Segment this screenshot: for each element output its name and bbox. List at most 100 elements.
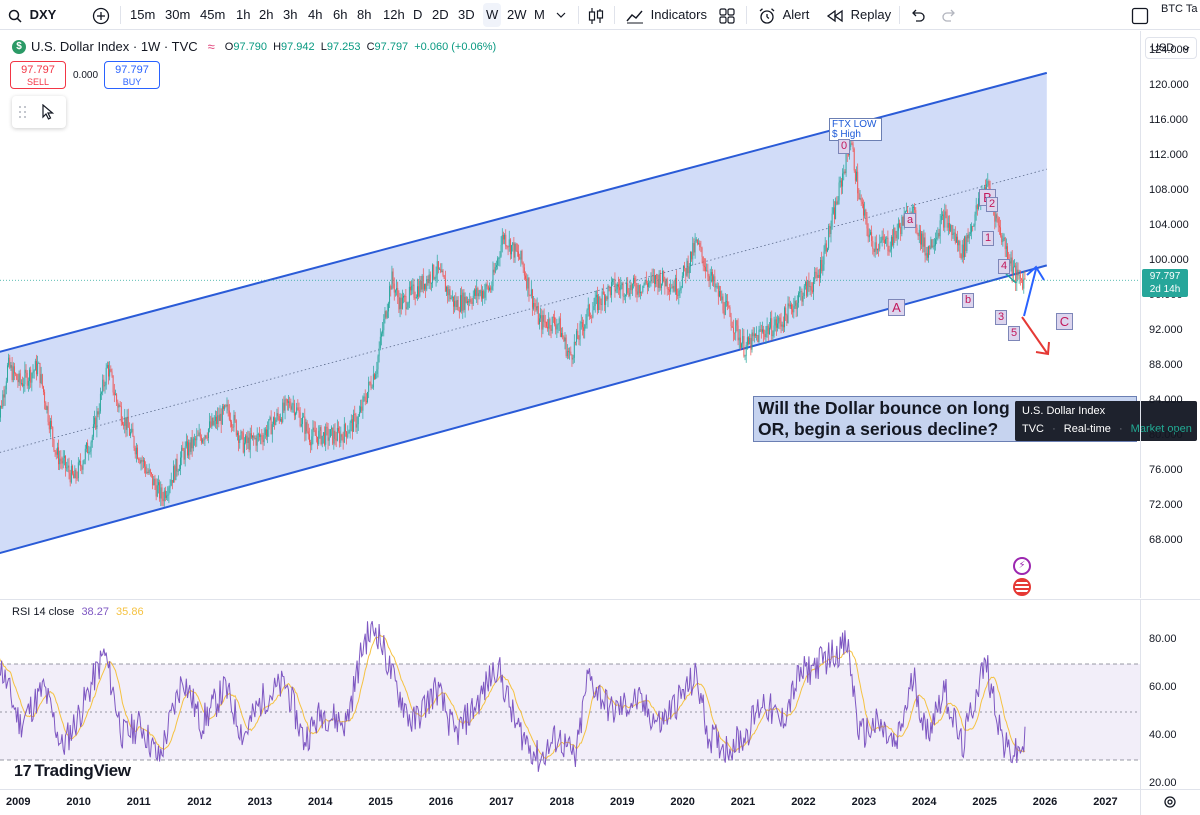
events-lightning-icon[interactable]: ⚡ [1013, 557, 1031, 575]
candle-body [971, 226, 972, 233]
candle-body [413, 284, 415, 298]
axis-settings-corner[interactable] [1140, 789, 1200, 815]
candle-body [614, 279, 616, 292]
symbol-search-button[interactable]: DXY [8, 0, 56, 30]
interval-15m[interactable]: 15m [130, 7, 156, 22]
candle-body [842, 173, 844, 187]
price-pane[interactable]: $ U.S. Dollar Index · 1W · TVC ≈ O97.790… [0, 31, 1140, 598]
candle-body [293, 403, 295, 416]
wave-label-0[interactable]: 0 [838, 139, 851, 154]
candle-body [1022, 279, 1024, 289]
wave-label-3[interactable]: 3 [995, 310, 1008, 325]
interval-8h[interactable]: 8h [357, 7, 372, 22]
sell-button[interactable]: 97.797 SELL [10, 61, 66, 89]
interval-d[interactable]: D [413, 7, 423, 22]
interval-dropdown-toggle[interactable] [556, 0, 566, 30]
time-tick-label: 2012 [187, 796, 212, 808]
currency-selector[interactable]: USD [1145, 37, 1197, 59]
interval-4h[interactable]: 4h [308, 7, 323, 22]
rsi-ma-value: 35.86 [116, 606, 144, 618]
compare-symbol-button[interactable] [92, 0, 110, 30]
ftx-low-label[interactable]: FTX LOW $ High [829, 118, 882, 141]
candle-body [608, 286, 610, 288]
drag-handle-icon[interactable] [18, 105, 28, 119]
floating-cursor-toolbar[interactable] [12, 96, 66, 128]
candle-body [22, 383, 24, 387]
candle-body [901, 216, 903, 234]
wave-label-A[interactable]: A [888, 299, 905, 316]
interval-2h[interactable]: 2h [259, 7, 274, 22]
candle-body [68, 465, 70, 474]
interval-3d[interactable]: 3D [458, 7, 475, 22]
interval-30m[interactable]: 30m [165, 7, 191, 22]
candle-body [598, 296, 600, 311]
interval-6h[interactable]: 6h [333, 7, 348, 22]
time-axis[interactable]: 2009 2010 2011 2012 2013 2014 2015 2016 2017 2018… [0, 789, 1140, 815]
candle-body [426, 279, 428, 290]
candle-body [281, 418, 283, 422]
interval-2w[interactable]: 2W [507, 7, 527, 22]
wave-label-a[interactable]: a [904, 213, 917, 228]
series-legend[interactable]: $ U.S. Dollar Index · 1W · TVC ≈ O97.790… [12, 39, 496, 54]
alert-button[interactable]: Alert [758, 0, 809, 30]
candle-body [299, 412, 301, 427]
channel-lower-line[interactable] [0, 264, 1048, 555]
wave-label-5[interactable]: 5 [1008, 326, 1021, 341]
rsi-scale[interactable]: 80.00 60.00 40.00 20.00 [1140, 599, 1200, 789]
toolbar-divider [120, 6, 121, 24]
undo-button[interactable] [910, 0, 926, 30]
candle-body [709, 275, 711, 281]
interval-3h[interactable]: 3h [283, 7, 298, 22]
us-flag-icon[interactable] [1013, 578, 1031, 596]
chart-type-button[interactable] [588, 0, 604, 30]
candle-body [679, 289, 681, 291]
legend-visibility-icon[interactable]: ≈ [207, 39, 215, 54]
candle-body [425, 283, 427, 290]
price-tick-label: 108.000 [1149, 184, 1189, 196]
replay-button[interactable]: Replay [826, 0, 891, 30]
watchlist-checkbox[interactable] [1131, 0, 1149, 30]
layouts-button[interactable] [719, 0, 735, 30]
interval-m[interactable]: M [534, 7, 545, 22]
dollar-logo-icon: $ [12, 39, 26, 54]
tooltip-details: TVC · Real-time · Market open [1022, 423, 1192, 435]
wave-label-C[interactable]: C [1056, 313, 1073, 330]
rsi-legend[interactable]: RSI 14 close 38.27 35.86 [12, 606, 144, 618]
interval-12h[interactable]: 12h [383, 7, 405, 22]
candle-body [964, 236, 966, 258]
candle-body [767, 325, 769, 334]
candle-body [723, 310, 725, 315]
candle-body [242, 432, 244, 453]
time-tick-label: 2009 [6, 796, 31, 808]
interval-1h[interactable]: 1h [236, 7, 251, 22]
interval-2d[interactable]: 2D [432, 7, 449, 22]
candle-body [550, 329, 552, 331]
cursor-arrow-icon[interactable] [41, 104, 55, 120]
redo-button[interactable] [941, 0, 957, 30]
indicators-button[interactable]: Indicators [626, 0, 707, 30]
candle-body [659, 274, 661, 289]
wave-label-1[interactable]: 1 [982, 231, 995, 246]
candle-body [420, 280, 422, 290]
candle-body [648, 282, 650, 288]
candle-body [728, 305, 730, 308]
candle-body [328, 437, 330, 441]
candle-body [892, 236, 893, 246]
wave-label-2[interactable]: 2 [986, 197, 999, 212]
candle-body [770, 318, 772, 328]
wave-label-4[interactable]: 4 [998, 259, 1011, 274]
gear-icon[interactable] [1162, 794, 1178, 810]
candle-body [501, 235, 503, 245]
candle-body [39, 363, 41, 384]
candle-body [220, 413, 222, 425]
price-scale[interactable]: USD 124.000 120.000 116.000 112.000 108.000 1… [1140, 31, 1200, 598]
candle-body [987, 181, 989, 184]
interval-45m[interactable]: 45m [200, 7, 226, 22]
candle-body [890, 236, 892, 250]
buy-button[interactable]: 97.797 BUY [104, 61, 160, 89]
candle-body [432, 264, 434, 283]
rsi-pane[interactable]: RSI 14 close 38.27 35.86 17 TradingView [0, 599, 1140, 789]
candle-body [695, 239, 697, 242]
interval-w[interactable]: W [483, 3, 502, 27]
wave-label-b[interactable]: b [962, 293, 975, 308]
